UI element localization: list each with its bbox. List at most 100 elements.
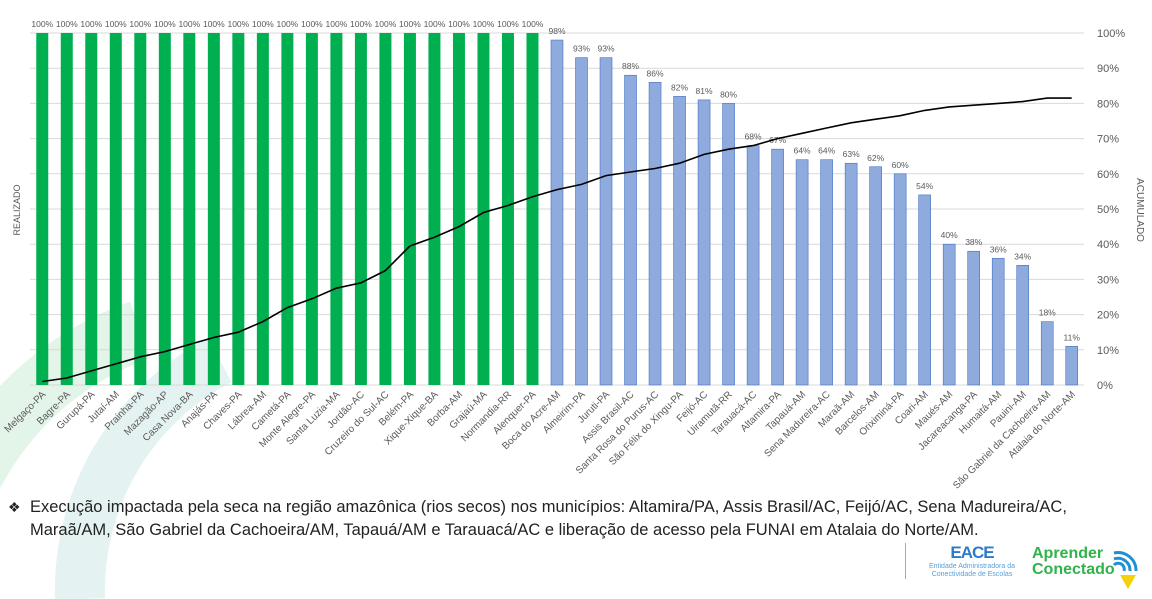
data-label: 100% xyxy=(80,19,102,29)
aprender-conectado-logo: Aprender Conectado xyxy=(1032,546,1115,578)
right-tick-label: 80% xyxy=(1097,98,1119,110)
data-label: 100% xyxy=(399,19,421,29)
right-tick-label: 30% xyxy=(1097,274,1119,286)
right-tick-label: 40% xyxy=(1097,239,1119,251)
wifi-icon xyxy=(1112,551,1138,589)
data-label: 100% xyxy=(154,19,176,29)
right-tick-label: 20% xyxy=(1097,310,1119,322)
data-label: 38% xyxy=(965,237,982,247)
bar xyxy=(526,33,539,385)
bar xyxy=(403,33,416,385)
bar xyxy=(967,250,980,386)
right-tick-label: 100% xyxy=(1097,28,1125,40)
data-label: 100% xyxy=(375,19,397,29)
data-label: 68% xyxy=(745,132,762,142)
data-label: 100% xyxy=(448,19,470,29)
bar xyxy=(183,33,196,385)
data-label: 80% xyxy=(720,89,737,99)
bar xyxy=(501,33,514,385)
eace-logo-subtitle: Entidade Administradora da Conectividade… xyxy=(929,563,1015,578)
data-label: 100% xyxy=(252,19,274,29)
right-axis-label: ACUMULADO xyxy=(1134,178,1145,242)
bar xyxy=(575,57,588,386)
bar xyxy=(232,33,245,385)
logo-line-1: Aprender xyxy=(1032,545,1104,562)
data-label: 82% xyxy=(671,82,688,92)
bar xyxy=(354,33,367,385)
bar xyxy=(893,173,907,386)
bar xyxy=(428,33,441,385)
data-label: 62% xyxy=(867,153,884,163)
data-label: 100% xyxy=(105,19,127,29)
right-tick-label: 70% xyxy=(1097,134,1119,146)
bar xyxy=(85,33,98,385)
data-label: 93% xyxy=(573,44,590,54)
data-label: 67% xyxy=(769,135,786,145)
bar xyxy=(207,33,220,385)
data-label: 36% xyxy=(990,244,1007,254)
data-label: 88% xyxy=(622,61,639,71)
bar xyxy=(60,33,73,385)
bar xyxy=(697,99,711,386)
right-tick-label: 60% xyxy=(1097,169,1119,181)
bar xyxy=(918,194,931,386)
data-label: 98% xyxy=(548,26,565,36)
bar xyxy=(1065,345,1079,386)
footnote: ❖ Execução impactada pela seca na região… xyxy=(8,496,1128,542)
bar xyxy=(1016,265,1030,386)
bar xyxy=(795,159,809,386)
bullet-icon: ❖ xyxy=(8,499,21,515)
bar xyxy=(771,148,784,386)
bar xyxy=(256,33,269,385)
right-tick-label: 90% xyxy=(1097,63,1119,75)
data-label: 100% xyxy=(497,19,519,29)
eace-logo: EACE Entidade Administradora da Conectiv… xyxy=(905,543,1032,579)
bar xyxy=(648,81,662,386)
bar xyxy=(942,243,956,386)
pareto-chart: 100% 100% 100% 100% 100% 100% 100% 100% 100% 100%… xyxy=(3,19,1145,491)
data-label: 34% xyxy=(1014,251,1031,261)
bar xyxy=(452,33,465,385)
data-label: 18% xyxy=(1039,308,1056,318)
right-tick-label: 10% xyxy=(1097,345,1119,357)
bar xyxy=(158,33,171,385)
bar xyxy=(844,162,858,386)
bar xyxy=(673,96,686,386)
data-label: 100% xyxy=(178,19,200,29)
bar xyxy=(550,39,564,386)
bar xyxy=(36,33,49,385)
data-label: 100% xyxy=(473,19,495,29)
data-label: 100% xyxy=(326,19,348,29)
bar xyxy=(599,57,613,386)
bar xyxy=(330,33,343,385)
bar xyxy=(477,33,490,385)
right-tick-label: 0% xyxy=(1097,380,1113,392)
data-label: 11% xyxy=(1064,332,1081,342)
bar xyxy=(820,159,833,386)
left-axis-label: REALIZADO xyxy=(12,184,22,235)
bar xyxy=(722,103,735,386)
data-label: 100% xyxy=(31,19,53,29)
cumulative-line xyxy=(42,97,1072,383)
data-label: 64% xyxy=(794,146,811,156)
right-tick-label: 50% xyxy=(1097,204,1119,216)
data-label: 64% xyxy=(818,146,835,156)
data-label: 100% xyxy=(129,19,151,29)
bar xyxy=(281,33,294,385)
data-label: 81% xyxy=(696,86,713,96)
bar xyxy=(134,33,147,385)
data-label: 60% xyxy=(892,160,909,170)
data-label: 100% xyxy=(56,19,78,29)
data-label: 100% xyxy=(227,19,249,29)
eace-logo-title: EACE xyxy=(950,543,994,562)
data-label: 86% xyxy=(647,68,664,78)
data-label: 40% xyxy=(941,230,958,240)
footnote-text: Execução impactada pela seca na região a… xyxy=(30,498,1067,539)
data-label: 100% xyxy=(276,19,298,29)
data-label: 100% xyxy=(203,19,225,29)
bar xyxy=(869,166,882,386)
logo-line-2: Conectado xyxy=(1032,561,1115,578)
bar xyxy=(379,33,392,385)
data-label: 100% xyxy=(522,19,544,29)
data-label: 100% xyxy=(424,19,446,29)
